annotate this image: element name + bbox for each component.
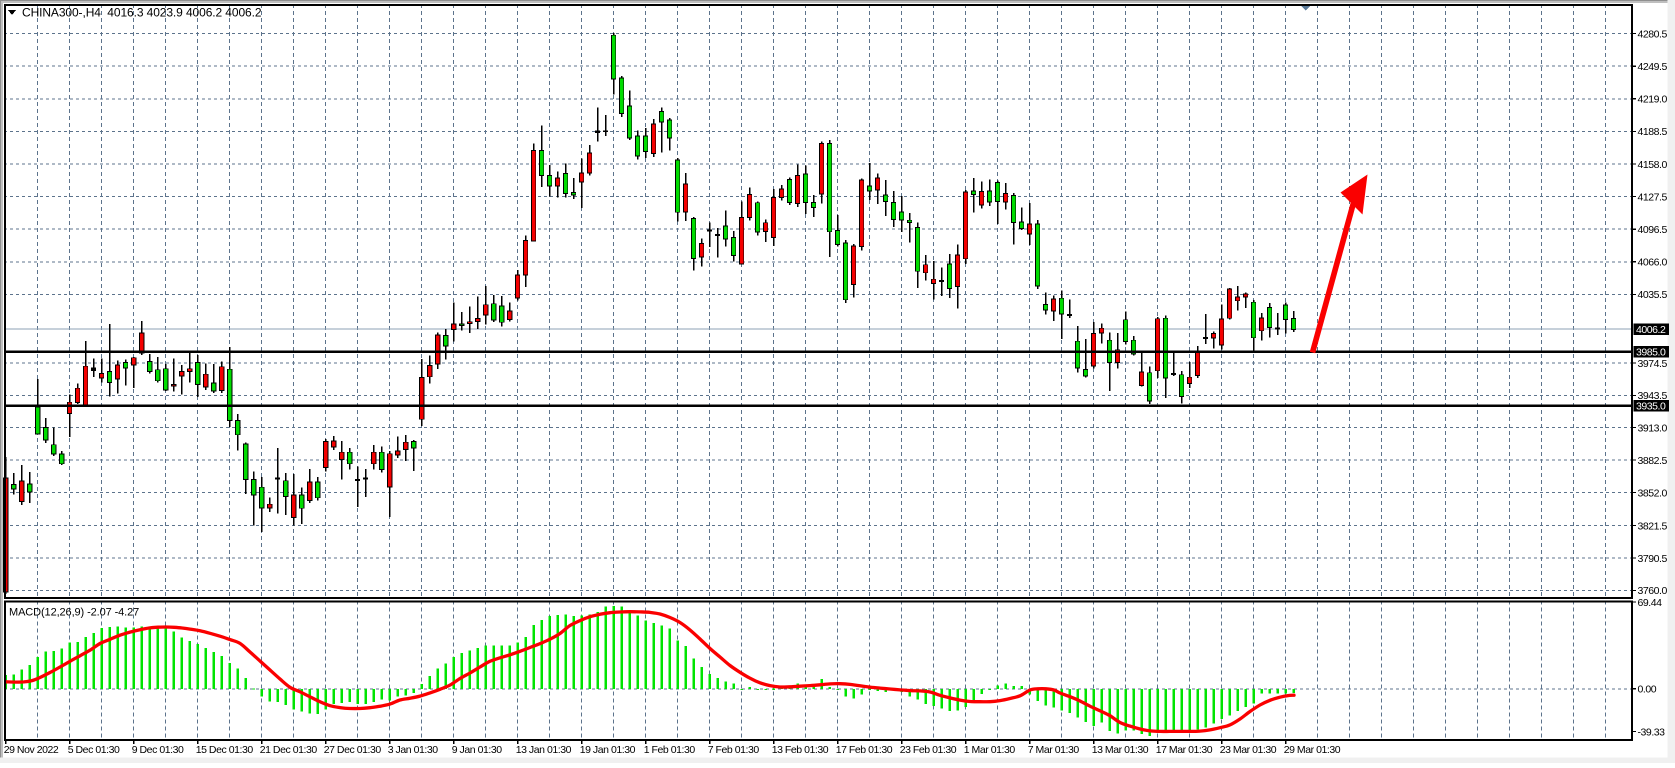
svg-text:29 Mar 01:30: 29 Mar 01:30 (1284, 744, 1341, 756)
svg-text:13 Feb 01:30: 13 Feb 01:30 (772, 744, 829, 756)
svg-text:3913.0: 3913.0 (1638, 422, 1668, 434)
svg-text:4158.0: 4158.0 (1638, 159, 1668, 171)
svg-text:4066.0: 4066.0 (1638, 257, 1668, 269)
svg-text:3790.5: 3790.5 (1638, 553, 1668, 565)
svg-text:3821.5: 3821.5 (1638, 520, 1668, 532)
svg-text:19 Jan 01:30: 19 Jan 01:30 (580, 744, 636, 756)
svg-text:69.44: 69.44 (1638, 597, 1663, 609)
svg-text:7 Feb 01:30: 7 Feb 01:30 (708, 744, 760, 756)
svg-text:3760.0: 3760.0 (1638, 585, 1668, 597)
svg-text:23 Mar 01:30: 23 Mar 01:30 (1220, 744, 1277, 756)
svg-text:17 Mar 01:30: 17 Mar 01:30 (1156, 744, 1213, 756)
svg-text:23 Feb 01:30: 23 Feb 01:30 (900, 744, 957, 756)
svg-text:4127.5: 4127.5 (1638, 191, 1668, 203)
svg-text:5 Dec 01:30: 5 Dec 01:30 (68, 744, 120, 756)
svg-text:4219.0: 4219.0 (1638, 94, 1668, 106)
svg-text:7 Mar 01:30: 7 Mar 01:30 (1028, 744, 1080, 756)
svg-text:1 Mar 01:30: 1 Mar 01:30 (964, 744, 1016, 756)
svg-text:3882.5: 3882.5 (1638, 455, 1668, 467)
svg-text:3985.0: 3985.0 (1636, 347, 1666, 359)
svg-text:4006.2: 4006.2 (1636, 324, 1666, 336)
svg-text:4280.5: 4280.5 (1638, 28, 1668, 40)
svg-text:13 Mar 01:30: 13 Mar 01:30 (1092, 744, 1149, 756)
svg-text:3974.5: 3974.5 (1638, 358, 1668, 370)
svg-text:MACD(12,26,9) -2.07 -4.27: MACD(12,26,9) -2.07 -4.27 (9, 607, 139, 619)
svg-text:CHINA300-,H4 4016.3 4023.9 40: CHINA300-,H4 4016.3 4023.9 4006.2 4006.2 (22, 6, 262, 20)
svg-text:13 Jan 01:30: 13 Jan 01:30 (516, 744, 572, 756)
svg-text:15 Dec 01:30: 15 Dec 01:30 (196, 744, 254, 756)
svg-text:0.00: 0.00 (1638, 684, 1657, 696)
svg-text:1 Feb 01:30: 1 Feb 01:30 (644, 744, 696, 756)
svg-text:21 Dec 01:30: 21 Dec 01:30 (260, 744, 318, 756)
svg-text:4035.5: 4035.5 (1638, 289, 1668, 301)
svg-text:27 Dec 01:30: 27 Dec 01:30 (324, 744, 382, 756)
svg-text:3935.0: 3935.0 (1636, 400, 1666, 412)
svg-text:4096.5: 4096.5 (1638, 224, 1668, 236)
svg-text:3 Jan 01:30: 3 Jan 01:30 (388, 744, 439, 756)
svg-text:4188.5: 4188.5 (1638, 126, 1668, 138)
svg-text:-39.33: -39.33 (1638, 726, 1666, 738)
svg-text:29 Nov 2022: 29 Nov 2022 (4, 744, 59, 756)
svg-text:9 Dec 01:30: 9 Dec 01:30 (132, 744, 184, 756)
svg-text:3852.0: 3852.0 (1638, 487, 1668, 499)
svg-text:9 Jan 01:30: 9 Jan 01:30 (452, 744, 503, 756)
svg-text:4249.5: 4249.5 (1638, 61, 1668, 73)
svg-text:17 Feb 01:30: 17 Feb 01:30 (836, 744, 893, 756)
